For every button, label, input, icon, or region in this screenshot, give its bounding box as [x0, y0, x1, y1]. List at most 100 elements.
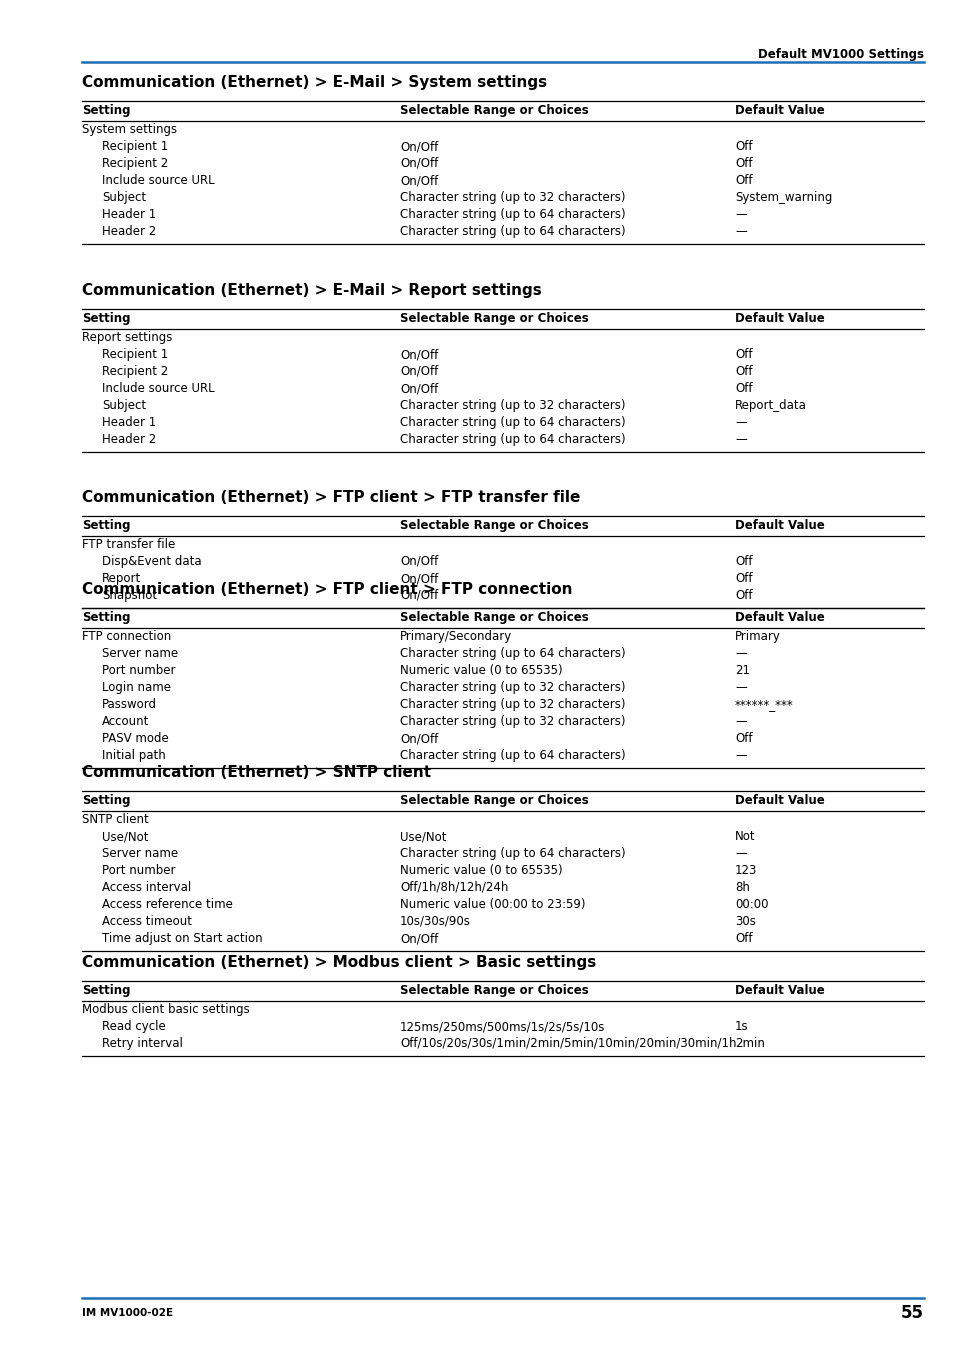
Text: On/Off: On/Off: [399, 140, 437, 153]
Text: Numeric value (0 to 65535): Numeric value (0 to 65535): [399, 664, 562, 676]
Text: Recipient 2: Recipient 2: [102, 364, 168, 378]
Text: —: —: [734, 225, 746, 238]
Text: Selectable Range or Choices: Selectable Range or Choices: [399, 518, 588, 532]
Text: Character string (up to 64 characters): Character string (up to 64 characters): [399, 225, 625, 238]
Text: Time adjust on Start action: Time adjust on Start action: [102, 931, 262, 945]
Text: On/Off: On/Off: [399, 382, 437, 396]
Text: Character string (up to 32 characters): Character string (up to 32 characters): [399, 698, 625, 711]
Text: Snapshot: Snapshot: [102, 589, 157, 602]
Text: ******_***: ******_***: [734, 698, 793, 711]
Text: 8h: 8h: [734, 882, 749, 894]
Text: Selectable Range or Choices: Selectable Range or Choices: [399, 794, 588, 807]
Text: Setting: Setting: [82, 984, 131, 998]
Text: Off: Off: [734, 732, 752, 745]
Text: Subject: Subject: [102, 190, 146, 204]
Text: Use/Not: Use/Not: [102, 830, 149, 842]
Text: Not: Not: [734, 830, 755, 842]
Text: FTP transfer file: FTP transfer file: [82, 539, 175, 551]
Text: Off: Off: [734, 555, 752, 568]
Text: Off: Off: [734, 382, 752, 396]
Text: Default Value: Default Value: [734, 984, 824, 998]
Text: Default Value: Default Value: [734, 312, 824, 325]
Text: Default Value: Default Value: [734, 518, 824, 532]
Text: Setting: Setting: [82, 612, 131, 624]
Text: Server name: Server name: [102, 846, 178, 860]
Text: 2min: 2min: [734, 1037, 764, 1050]
Text: On/Off: On/Off: [399, 732, 437, 745]
Text: Default MV1000 Settings: Default MV1000 Settings: [758, 49, 923, 61]
Text: On/Off: On/Off: [399, 589, 437, 602]
Text: On/Off: On/Off: [399, 931, 437, 945]
Text: Numeric value (00:00 to 23:59): Numeric value (00:00 to 23:59): [399, 898, 585, 911]
Text: Setting: Setting: [82, 518, 131, 532]
Text: Default Value: Default Value: [734, 612, 824, 624]
Text: Off: Off: [734, 931, 752, 945]
Text: Password: Password: [102, 698, 157, 711]
Text: Report_data: Report_data: [734, 400, 806, 412]
Text: 123: 123: [734, 864, 757, 878]
Text: Character string (up to 64 characters): Character string (up to 64 characters): [399, 846, 625, 860]
Text: Setting: Setting: [82, 312, 131, 325]
Text: Selectable Range or Choices: Selectable Range or Choices: [399, 104, 588, 117]
Text: Primary: Primary: [734, 630, 781, 643]
Text: Use/Not: Use/Not: [399, 830, 446, 842]
Text: Default Value: Default Value: [734, 104, 824, 117]
Text: Off: Off: [734, 589, 752, 602]
Text: Character string (up to 64 characters): Character string (up to 64 characters): [399, 433, 625, 446]
Text: Off: Off: [734, 572, 752, 585]
Text: —: —: [734, 208, 746, 221]
Text: On/Off: On/Off: [399, 555, 437, 568]
Text: On/Off: On/Off: [399, 364, 437, 378]
Text: On/Off: On/Off: [399, 572, 437, 585]
Text: Account: Account: [102, 716, 150, 728]
Text: Character string (up to 32 characters): Character string (up to 32 characters): [399, 680, 625, 694]
Text: Setting: Setting: [82, 794, 131, 807]
Text: Port number: Port number: [102, 864, 175, 878]
Text: Disp&Event data: Disp&Event data: [102, 555, 201, 568]
Text: Include source URL: Include source URL: [102, 174, 214, 188]
Text: 10s/30s/90s: 10s/30s/90s: [399, 915, 471, 927]
Text: Subject: Subject: [102, 400, 146, 412]
Text: —: —: [734, 716, 746, 728]
Text: Header 2: Header 2: [102, 225, 156, 238]
Text: Read cycle: Read cycle: [102, 1021, 166, 1033]
Text: Off: Off: [734, 157, 752, 170]
Text: —: —: [734, 647, 746, 660]
Text: Header 1: Header 1: [102, 416, 156, 429]
Text: Communication (Ethernet) > E-Mail > Report settings: Communication (Ethernet) > E-Mail > Repo…: [82, 284, 541, 298]
Text: Off: Off: [734, 348, 752, 360]
Text: Communication (Ethernet) > Modbus client > Basic settings: Communication (Ethernet) > Modbus client…: [82, 954, 596, 971]
Text: SNTP client: SNTP client: [82, 813, 149, 826]
Text: Access interval: Access interval: [102, 882, 191, 894]
Text: Character string (up to 32 characters): Character string (up to 32 characters): [399, 190, 625, 204]
Text: Report settings: Report settings: [82, 331, 172, 344]
Text: Selectable Range or Choices: Selectable Range or Choices: [399, 984, 588, 998]
Text: Off: Off: [734, 364, 752, 378]
Text: Character string (up to 64 characters): Character string (up to 64 characters): [399, 749, 625, 761]
Text: 21: 21: [734, 664, 749, 676]
Text: Access reference time: Access reference time: [102, 898, 233, 911]
Text: On/Off: On/Off: [399, 157, 437, 170]
Text: Off: Off: [734, 174, 752, 188]
Text: System settings: System settings: [82, 123, 177, 136]
Text: Setting: Setting: [82, 104, 131, 117]
Text: Recipient 2: Recipient 2: [102, 157, 168, 170]
Text: On/Off: On/Off: [399, 174, 437, 188]
Text: Report: Report: [102, 572, 141, 585]
Text: Off/1h/8h/12h/24h: Off/1h/8h/12h/24h: [399, 882, 508, 894]
Text: PASV mode: PASV mode: [102, 732, 169, 745]
Text: Recipient 1: Recipient 1: [102, 140, 168, 153]
Text: Login name: Login name: [102, 680, 171, 694]
Text: Off/10s/20s/30s/1min/2min/5min/10min/20min/30min/1h: Off/10s/20s/30s/1min/2min/5min/10min/20m…: [399, 1037, 736, 1050]
Text: Communication (Ethernet) > E-Mail > System settings: Communication (Ethernet) > E-Mail > Syst…: [82, 76, 547, 90]
Text: Retry interval: Retry interval: [102, 1037, 183, 1050]
Text: Communication (Ethernet) > FTP client > FTP transfer file: Communication (Ethernet) > FTP client > …: [82, 490, 579, 505]
Text: Port number: Port number: [102, 664, 175, 676]
Text: —: —: [734, 416, 746, 429]
Text: Include source URL: Include source URL: [102, 382, 214, 396]
Text: 1s: 1s: [734, 1021, 748, 1033]
Text: Character string (up to 32 characters): Character string (up to 32 characters): [399, 400, 625, 412]
Text: Numeric value (0 to 65535): Numeric value (0 to 65535): [399, 864, 562, 878]
Text: Access timeout: Access timeout: [102, 915, 192, 927]
Text: System_warning: System_warning: [734, 190, 832, 204]
